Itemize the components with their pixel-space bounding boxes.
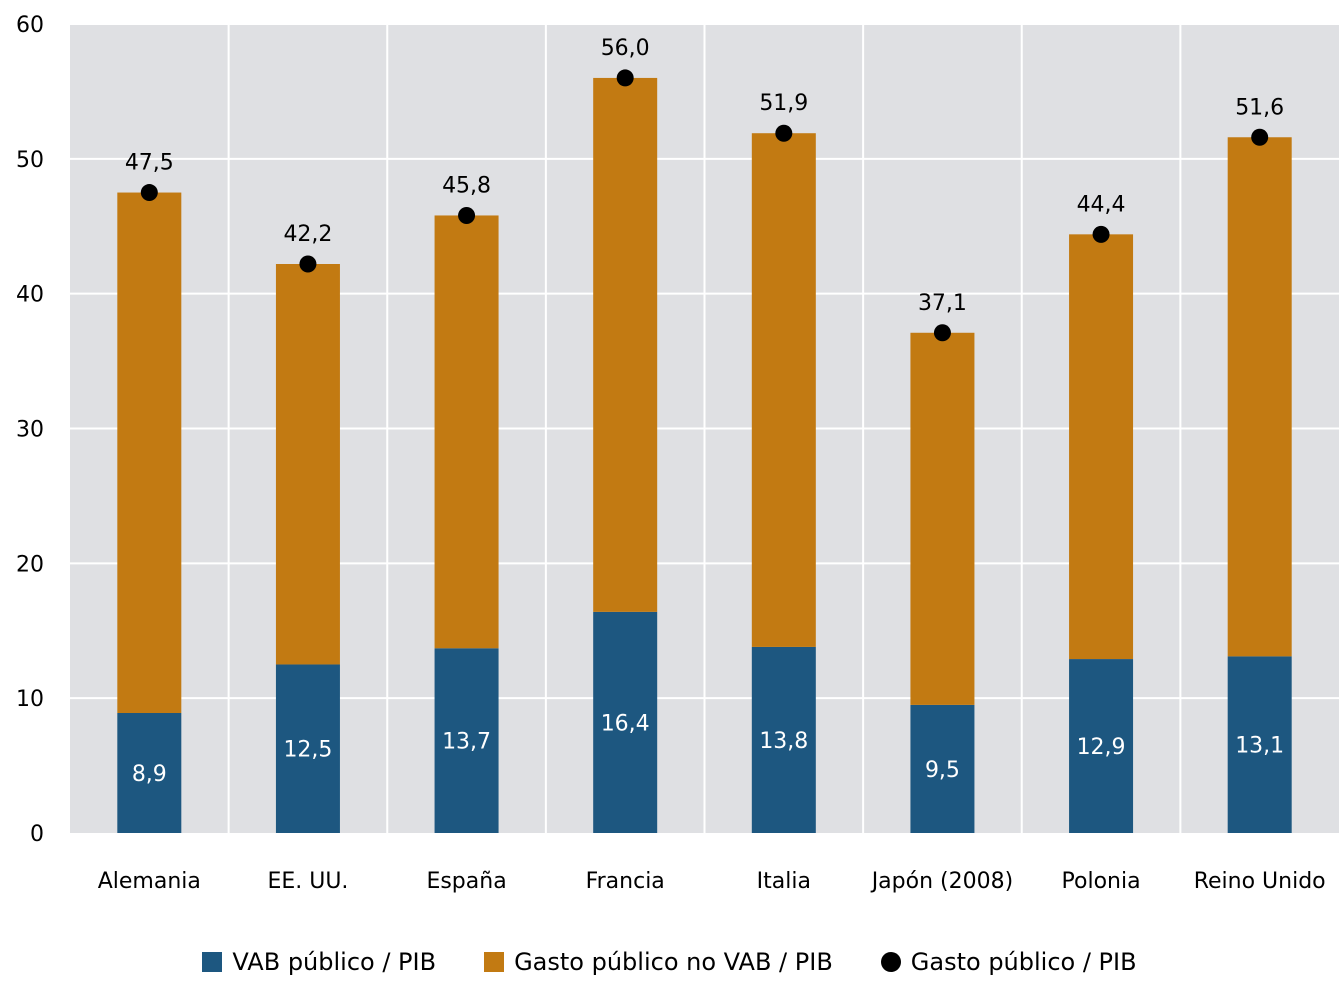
x-tick-label: EE. UU. bbox=[267, 869, 348, 894]
vab-value-label: 12,9 bbox=[1077, 735, 1126, 760]
bar-no-vab bbox=[1069, 234, 1134, 660]
total-value-label: 45,8 bbox=[442, 173, 491, 198]
bar-no-vab bbox=[1227, 137, 1292, 657]
y-tick-label: 60 bbox=[16, 13, 44, 38]
legend-label-total: Gasto público / PIB bbox=[910, 948, 1137, 976]
stacked-bar-chart: 0 10 20 30 40 50 60 47,5 8,9 42,2 12,5 45,8 13,7 56,… bbox=[16, 13, 1339, 894]
bar-vab bbox=[275, 664, 340, 833]
y-tick-label: 20 bbox=[16, 552, 44, 577]
total-marker bbox=[1251, 128, 1269, 146]
legend-item-vab: VAB público / PIB bbox=[202, 948, 436, 976]
legend-swatch-no-vab bbox=[484, 952, 505, 972]
legend-label-vab: VAB público / PIB bbox=[232, 948, 437, 976]
total-value-label: 42,2 bbox=[283, 222, 332, 247]
legend-dot-total bbox=[880, 952, 901, 972]
x-tick-label: Polonia bbox=[1062, 869, 1141, 894]
bar-vab bbox=[593, 611, 658, 833]
total-marker bbox=[775, 124, 793, 142]
bar-no-vab bbox=[275, 264, 340, 665]
total-value-label: 51,6 bbox=[1235, 95, 1284, 120]
total-marker bbox=[299, 255, 317, 273]
total-value-label: 51,9 bbox=[759, 91, 808, 116]
total-marker bbox=[140, 184, 158, 202]
vab-value-label: 13,1 bbox=[1235, 734, 1284, 759]
bar-no-vab bbox=[751, 133, 816, 647]
bar-vab bbox=[117, 712, 182, 833]
x-tick-label: España bbox=[426, 869, 506, 894]
bar-no-vab bbox=[593, 77, 658, 612]
vab-value-label: 9,5 bbox=[925, 758, 960, 783]
y-tick-label: 10 bbox=[16, 687, 44, 712]
vab-value-label: 8,9 bbox=[132, 762, 167, 787]
bar-vab bbox=[1069, 659, 1134, 833]
legend: VAB público / PIB Gasto público no VAB /… bbox=[0, 948, 1339, 976]
total-marker bbox=[616, 69, 634, 87]
y-tick-label: 30 bbox=[16, 418, 44, 443]
x-axis-ticks: Alemania EE. UU. España Francia Italia Japón … bbox=[98, 869, 1326, 894]
bar-no-vab bbox=[117, 192, 182, 713]
total-value-label: 37,1 bbox=[918, 291, 967, 316]
legend-swatch-vab bbox=[202, 952, 223, 972]
y-tick-label: 40 bbox=[16, 283, 44, 308]
vab-value-label: 13,8 bbox=[759, 729, 808, 754]
bar-vab bbox=[910, 704, 975, 833]
y-tick-label: 50 bbox=[16, 148, 44, 173]
bar-vab bbox=[1227, 656, 1292, 833]
total-marker bbox=[1092, 225, 1110, 243]
total-value-label: 44,4 bbox=[1077, 192, 1126, 217]
x-tick-label: Francia bbox=[586, 869, 665, 894]
x-tick-label: Reino Unido bbox=[1194, 869, 1326, 894]
x-tick-label: Alemania bbox=[98, 869, 201, 894]
total-value-label: 47,5 bbox=[125, 151, 174, 176]
bar-no-vab bbox=[910, 332, 975, 705]
total-marker bbox=[458, 206, 476, 224]
vab-value-label: 16,4 bbox=[601, 711, 650, 736]
total-value-label: 56,0 bbox=[601, 36, 650, 61]
y-axis-ticks: 0 10 20 30 40 50 60 bbox=[16, 13, 44, 847]
total-marker bbox=[933, 324, 951, 342]
bar-vab bbox=[434, 648, 499, 833]
y-tick-label: 0 bbox=[30, 822, 44, 847]
x-tick-label: Italia bbox=[757, 869, 811, 894]
bars: 47,5 8,9 42,2 12,5 45,8 13,7 56,0 16,4 51,9 13,8 3… bbox=[117, 36, 1292, 833]
vab-value-label: 12,5 bbox=[283, 738, 332, 763]
legend-item-total: Gasto público / PIB bbox=[880, 948, 1137, 976]
bar-no-vab bbox=[434, 215, 499, 649]
legend-item-no-vab: Gasto público no VAB / PIB bbox=[484, 948, 833, 976]
bar-vab bbox=[751, 646, 816, 833]
x-tick-label: Japón (2008) bbox=[870, 869, 1014, 894]
vab-value-label: 13,7 bbox=[442, 730, 491, 755]
legend-label-no-vab: Gasto público no VAB / PIB bbox=[514, 948, 833, 976]
